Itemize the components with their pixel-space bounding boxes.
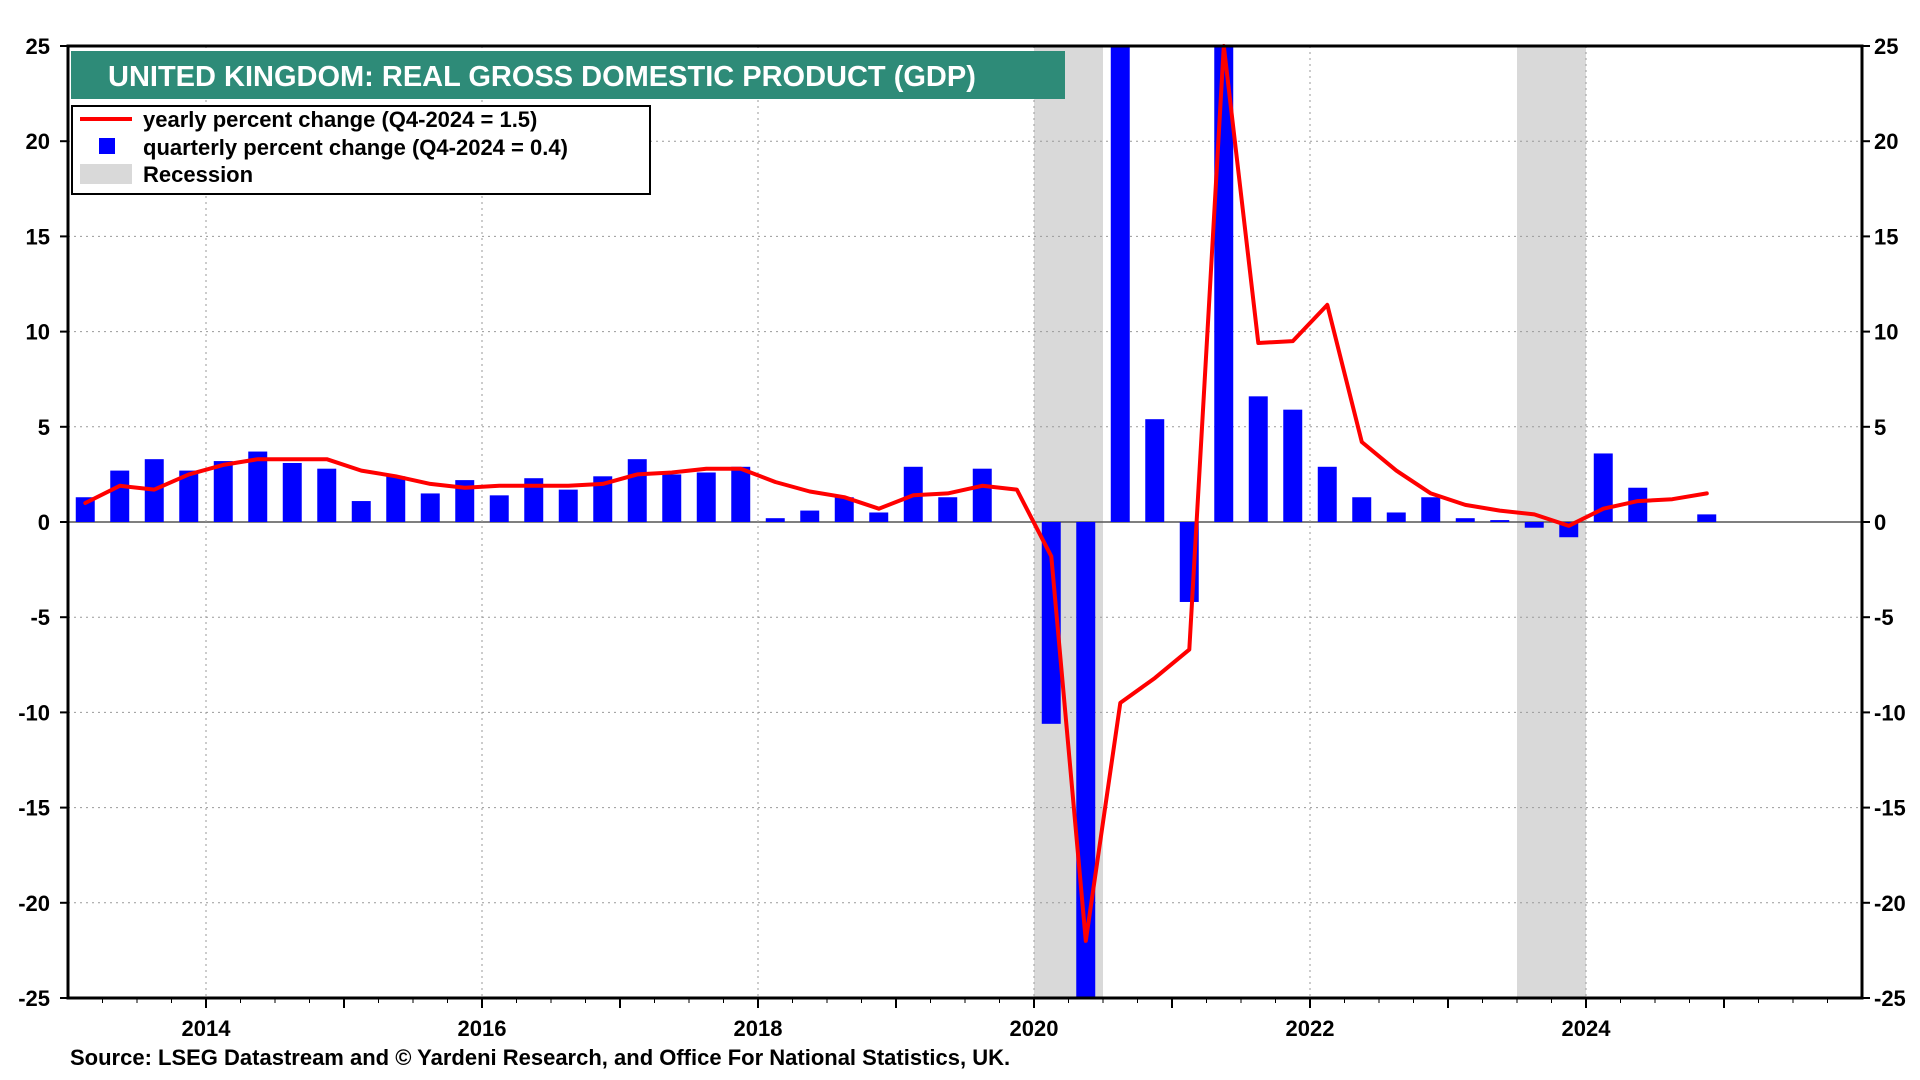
y-tick-label-right: 0 (1874, 510, 1886, 535)
bar-44 (1593, 453, 1613, 522)
x-tick-label: 2022 (1286, 1016, 1335, 1041)
y-tick-label-left: 5 (38, 415, 50, 440)
y-tick-label-left: 0 (38, 510, 50, 535)
bar-9 (386, 476, 406, 522)
bar-31 (1145, 419, 1165, 522)
y-tick-label-left: -5 (30, 605, 50, 630)
bar-6 (282, 462, 302, 522)
x-tick-label: 2014 (182, 1016, 232, 1041)
y-tick-label-left: 20 (26, 129, 50, 154)
bar-5 (248, 451, 268, 522)
bar-42 (1524, 522, 1544, 528)
bar-1 (110, 470, 130, 522)
bar-34 (1248, 396, 1268, 522)
y-tick-label-right: -10 (1874, 700, 1906, 725)
bar-16 (627, 459, 647, 522)
y-tick-label-left: 25 (26, 34, 50, 59)
bar-45 (1628, 487, 1648, 522)
bar-17 (662, 474, 682, 522)
bar-7 (317, 468, 337, 522)
bar-4 (213, 461, 233, 522)
x-tick-label: 2018 (734, 1016, 783, 1041)
legend-box (71, 105, 651, 195)
bar-47 (1697, 514, 1717, 522)
y-tick-label-left: -25 (18, 986, 50, 1011)
bar-35 (1283, 409, 1303, 522)
y-tick-label-right: 20 (1874, 129, 1898, 154)
bar-21 (800, 510, 820, 522)
bar-40 (1455, 518, 1475, 522)
bar-41 (1490, 520, 1510, 522)
legend-square-swatch (99, 138, 115, 154)
y-tick-label-right: -20 (1874, 891, 1906, 916)
y-tick-label-left: -15 (18, 796, 50, 821)
chart-title: UNITED KINGDOM: REAL GROSS DOMESTIC PROD… (108, 61, 976, 93)
bar-23 (869, 512, 889, 522)
y-tick-label-right: 5 (1874, 415, 1886, 440)
bar-28 (1041, 522, 1061, 724)
y-tick-label-left: 15 (26, 224, 50, 249)
y-tick-label-left: -20 (18, 891, 50, 916)
y-tick-label-right: 15 (1874, 224, 1898, 249)
source-note: Source: LSEG Datastream and © Yardeni Re… (70, 1045, 1010, 1070)
bar-26 (972, 468, 992, 522)
y-tick-label-right: -25 (1874, 986, 1906, 1011)
legend-label-quarterly: quarterly percent change (Q4-2024 = 0.4) (143, 135, 568, 160)
bar-39 (1421, 497, 1441, 522)
y-tick-label-right: 10 (1874, 320, 1898, 345)
y-tick-label-right: -5 (1874, 605, 1894, 630)
bar-8 (351, 501, 371, 522)
x-tick-label: 2020 (1010, 1016, 1059, 1041)
x-tick-label: 2016 (458, 1016, 507, 1041)
legend-label-yearly: yearly percent change (Q4-2024 = 1.5) (143, 107, 537, 132)
bar-20 (765, 518, 785, 522)
bar-11 (455, 480, 475, 522)
bar-15 (593, 476, 613, 522)
bar-3 (179, 470, 199, 522)
legend-recession-swatch (80, 164, 132, 184)
y-tick-label-right: -15 (1874, 796, 1906, 821)
bar-13 (524, 478, 544, 522)
bar-18 (696, 472, 716, 522)
chart-title-banner: UNITED KINGDOM: REAL GROSS DOMESTIC PROD… (71, 51, 1065, 99)
yearly-line (83, 44, 1709, 943)
bar-22 (834, 497, 854, 522)
y-tick-label-left: 10 (26, 320, 50, 345)
title-background (71, 51, 1065, 99)
legend-label-recession: Recession (143, 162, 253, 187)
bar-38 (1386, 512, 1406, 522)
legend: yearly percent change (Q4-2024 = 1.5) qu… (71, 105, 651, 195)
bar-37 (1352, 497, 1372, 522)
grid-lines (68, 46, 1862, 998)
x-tick-label: 2024 (1562, 1016, 1612, 1041)
bar-19 (731, 466, 751, 522)
yearly-change-line (83, 44, 1709, 943)
bar-30 (1110, 46, 1130, 522)
y-tick-label-right: 25 (1874, 34, 1898, 59)
quarterly-bars (75, 46, 1717, 998)
bar-10 (420, 493, 440, 522)
bar-12 (489, 495, 509, 522)
bar-25 (938, 497, 958, 522)
bar-14 (558, 489, 578, 522)
bar-0 (75, 497, 95, 522)
bar-33 (1214, 46, 1234, 522)
bar-36 (1317, 466, 1337, 522)
y-tick-label-left: -10 (18, 700, 50, 725)
